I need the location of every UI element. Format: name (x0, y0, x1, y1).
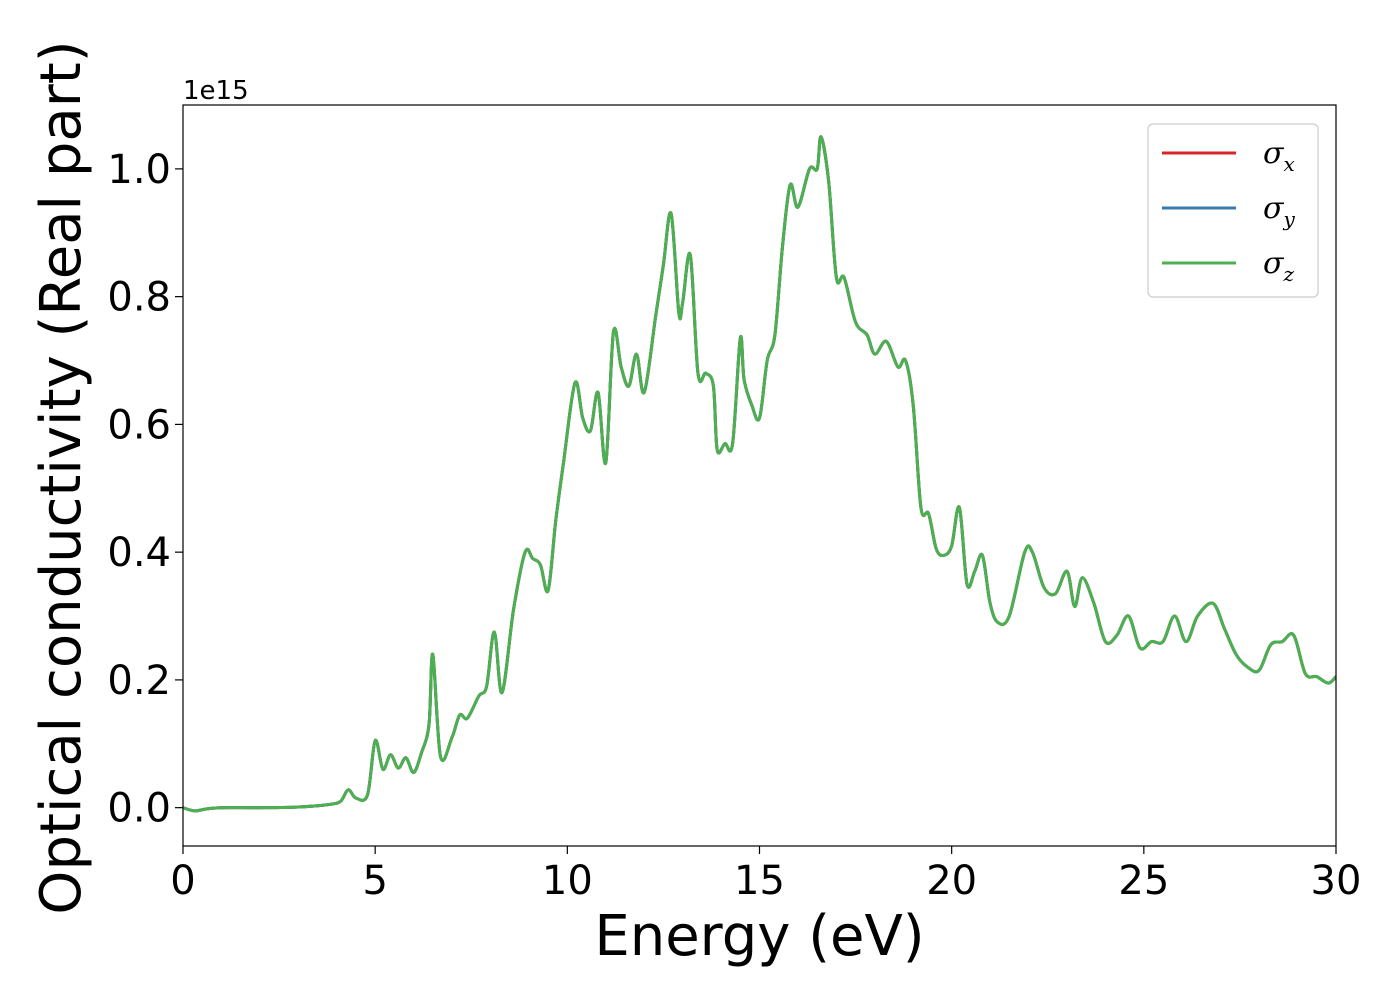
legend-label-z: σz (1263, 246, 1294, 286)
legend-label-x: σx (1263, 136, 1295, 176)
y-tick-label: 0.4 (107, 530, 171, 576)
y-tick-label: 0.2 (107, 658, 171, 704)
y-axis-label: Optical conductivity (Real part) (29, 40, 94, 914)
y-tick-label: 0.8 (107, 275, 171, 321)
x-tick-label: 30 (1311, 858, 1362, 904)
x-axis-ticks: 0 5 10 15 20 25 30 (170, 846, 1361, 904)
y-axis-offset-text: 1e15 (183, 76, 249, 106)
legend-box (1147, 123, 1319, 298)
x-tick-label: 0 (170, 858, 195, 904)
legend: σx σy σz (1147, 123, 1319, 298)
x-tick-label: 25 (1118, 858, 1169, 904)
y-tick-label: 0.6 (107, 402, 171, 448)
x-tick-label: 15 (734, 858, 785, 904)
y-axis-ticks: 0.0 0.2 0.4 0.6 0.8 1.0 (107, 147, 183, 832)
x-tick-label: 5 (362, 858, 387, 904)
x-tick-label: 20 (926, 858, 977, 904)
y-tick-label: 1.0 (107, 147, 171, 193)
series-line-z (183, 135, 1336, 813)
legend-label-y: σy (1263, 191, 1295, 231)
plot-area (183, 135, 1336, 813)
y-tick-label: 0.0 (107, 786, 171, 832)
x-axis-label: Energy (eV) (594, 904, 924, 969)
x-tick-label: 10 (542, 858, 593, 904)
